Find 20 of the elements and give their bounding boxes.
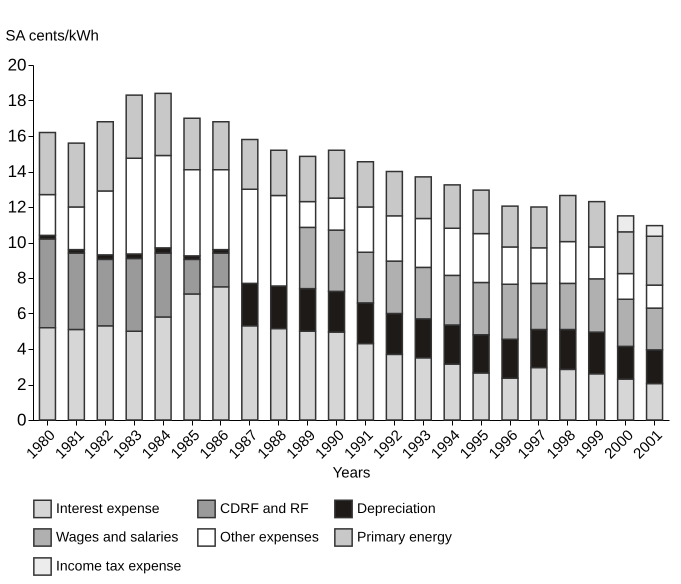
- y-tick-label: 10: [8, 233, 26, 252]
- y-tick-label: 18: [8, 91, 26, 110]
- legend-label: Income tax expense: [56, 558, 182, 574]
- legend-label: Other expenses: [220, 528, 319, 544]
- legend-label: Depreciation: [357, 500, 436, 516]
- legend-label: CDRF and RF: [220, 500, 309, 516]
- y-tick-label: 12: [8, 198, 26, 216]
- y-tick-label: 4: [17, 340, 26, 358]
- y-tick-label: 14: [8, 162, 26, 181]
- legend-label: Primary energy: [357, 528, 452, 544]
- legend-label: Wages and salaries: [56, 528, 178, 544]
- legend-label: Interest expense: [56, 500, 160, 516]
- y-tick-label: 20: [8, 56, 26, 74]
- y-tick-label: 2: [17, 375, 26, 394]
- x-axis-title: Years: [332, 464, 370, 482]
- y-tick-label: 6: [17, 304, 26, 323]
- y-tick-label: 0: [17, 410, 26, 430]
- y-tick-label: 8: [17, 268, 26, 288]
- y-axis-title: SA cents/kWh: [6, 28, 99, 44]
- y-tick-label: 16: [8, 126, 26, 146]
